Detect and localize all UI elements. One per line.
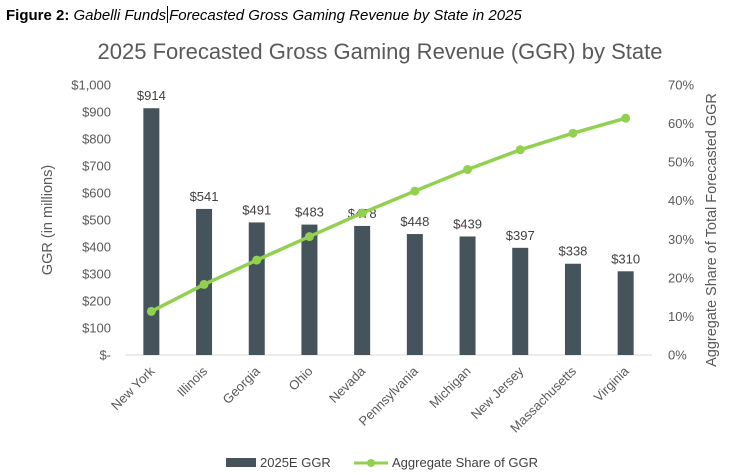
bar-data-label: $483: [295, 205, 324, 220]
line-point: [199, 279, 209, 289]
y2-tick-label: 30%: [668, 232, 694, 247]
x-tick-label: Michigan: [426, 364, 473, 411]
bar-data-label: $310: [611, 251, 640, 266]
y-tick-label: $100: [82, 321, 111, 336]
caption-org: Gabelli Funds: [73, 7, 167, 24]
y-tick-label: $300: [82, 267, 111, 282]
bar-data-label: $541: [190, 189, 219, 204]
bar-data-label: $439: [453, 216, 482, 231]
bar-data-labels: $914$541$491$483$478$448$439$397$338$310: [137, 88, 640, 266]
y-tick-label: $500: [82, 213, 111, 228]
line-point: [304, 232, 314, 242]
caption-label: Figure 2:: [6, 7, 70, 24]
figure-caption: Figure 2: Gabelli Funds Forecasted Gross …: [6, 6, 522, 24]
bar-data-label: $397: [506, 228, 535, 243]
legend: 2025E GGR Aggregate Share of GGR: [226, 455, 538, 470]
bar: [512, 247, 529, 355]
x-axis-ticks: New York Illinois Georgia Ohio NevadaPennsyl…: [108, 363, 632, 435]
bar-data-label: $491: [242, 202, 271, 217]
y-tick-label: $700: [82, 159, 111, 174]
line-point: [357, 208, 367, 218]
bar: [406, 234, 423, 355]
y2-tick-label: 40%: [668, 193, 694, 208]
x-tick-label: Georgia: [220, 363, 264, 407]
bar-series: [143, 108, 634, 355]
line-series: [146, 113, 631, 316]
y2-axis-label: Aggregate Share of Total Forecasted GGR: [704, 93, 720, 367]
bar: [564, 263, 581, 355]
caption-separator: [167, 6, 169, 23]
y2-tick-label: 70%: [668, 78, 694, 93]
bar-data-label: $914: [137, 88, 166, 103]
y2-tick-label: 60%: [668, 116, 694, 131]
y-tick-label: $800: [82, 132, 111, 147]
bar-data-label: $448: [400, 214, 429, 229]
bar: [459, 236, 476, 355]
legend-marker-line: [367, 459, 375, 467]
y-tick-label: $-: [99, 348, 111, 363]
legend-swatch-bar: [226, 458, 256, 467]
x-tick-label: Illinois: [174, 363, 211, 400]
x-tick-label: Nevada: [326, 363, 369, 406]
bar-data-label: $338: [558, 244, 587, 259]
line-point: [252, 255, 262, 265]
bar: [143, 108, 160, 355]
bar: [248, 222, 265, 355]
y2-tick-label: 10%: [668, 309, 694, 324]
y-axis-label: GGR (in millions): [40, 165, 56, 275]
bar: [617, 271, 634, 355]
x-tick-label: Ohio: [286, 364, 316, 394]
y2-tick-label: 0%: [668, 348, 687, 363]
y-tick-label: $900: [82, 105, 111, 120]
line-point: [146, 306, 156, 316]
line-point: [515, 145, 525, 155]
y2-tick-label: 20%: [668, 270, 694, 285]
caption-title: Forecasted Gross Gaming Revenue by State…: [169, 7, 522, 24]
y-tick-label: $600: [82, 186, 111, 201]
line-point: [568, 128, 578, 138]
chart-title: 2025 Forecasted Gross Gaming Revenue (GG…: [98, 39, 663, 64]
x-tick-label: Virginia: [591, 363, 633, 405]
y-axis-ticks: $- $100 $200 $300 $400 $500 $600 $700 $800 $900 $1…: [71, 78, 111, 363]
y-tick-label: $400: [82, 240, 111, 255]
line-point: [463, 164, 473, 174]
legend-label-line: Aggregate Share of GGR: [392, 455, 538, 470]
y-tick-label: $200: [82, 294, 111, 309]
y2-tick-label: 50%: [668, 155, 694, 170]
line-point: [410, 186, 420, 196]
y2-axis-ticks: 0% 10% 20% 30% 40% 50% 60% 70%: [668, 78, 694, 363]
aggregate-share-line: [149, 116, 628, 314]
line-point: [621, 113, 631, 123]
bar: [354, 225, 371, 355]
x-tick-label: New York: [108, 363, 158, 413]
legend-label-bar: 2025E GGR: [260, 455, 331, 470]
y-tick-label: $1,000: [71, 78, 111, 93]
bar: [301, 224, 318, 355]
